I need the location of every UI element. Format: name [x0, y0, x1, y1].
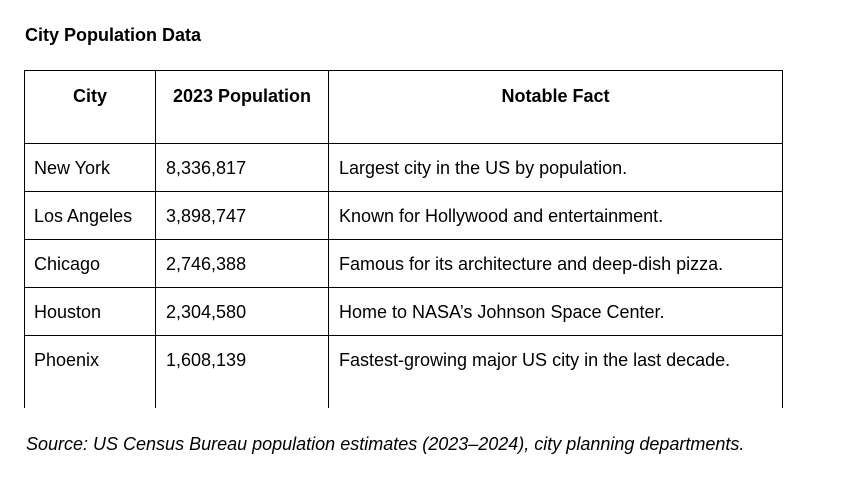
source-note: Source: US Census Bureau population esti… [26, 434, 745, 454]
header-city: City [24, 70, 156, 144]
table-row: New York 8,336,817 Largest city in the U… [24, 143, 783, 192]
header-population: 2023 Population [155, 70, 329, 144]
cell-city: Chicago [24, 239, 156, 288]
cell-city: Phoenix [24, 335, 156, 408]
cell-notable-fact: Fastest-growing major US city in the las… [328, 335, 783, 408]
table-row: Los Angeles 3,898,747 Known for Hollywoo… [24, 191, 783, 240]
cell-notable-fact: Famous for its architecture and deep-dis… [328, 239, 783, 288]
table-row: Chicago 2,746,388 Famous for its archite… [24, 239, 783, 288]
cell-city: Los Angeles [24, 191, 156, 240]
cell-population: 1,608,139 [155, 335, 329, 408]
table-header-row: City 2023 Population Notable Fact [24, 70, 783, 144]
cell-population: 2,304,580 [155, 287, 329, 336]
city-population-table: City 2023 Population Notable Fact New Yo… [24, 70, 783, 408]
table-row: Houston 2,304,580 Home to NASA’s Johnson… [24, 287, 783, 336]
cell-notable-fact: Home to NASA’s Johnson Space Center. [328, 287, 783, 336]
document-title: City Population Data [25, 25, 202, 45]
table-row: Phoenix 1,608,139 Fastest-growing major … [24, 335, 783, 408]
cell-city: New York [24, 143, 156, 192]
cell-population: 3,898,747 [155, 191, 329, 240]
cell-population: 8,336,817 [155, 143, 329, 192]
cell-population: 2,746,388 [155, 239, 329, 288]
cell-city: Houston [24, 287, 156, 336]
cell-notable-fact: Known for Hollywood and entertainment. [328, 191, 783, 240]
cell-notable-fact: Largest city in the US by population. [328, 143, 783, 192]
header-notable-fact: Notable Fact [328, 70, 783, 144]
